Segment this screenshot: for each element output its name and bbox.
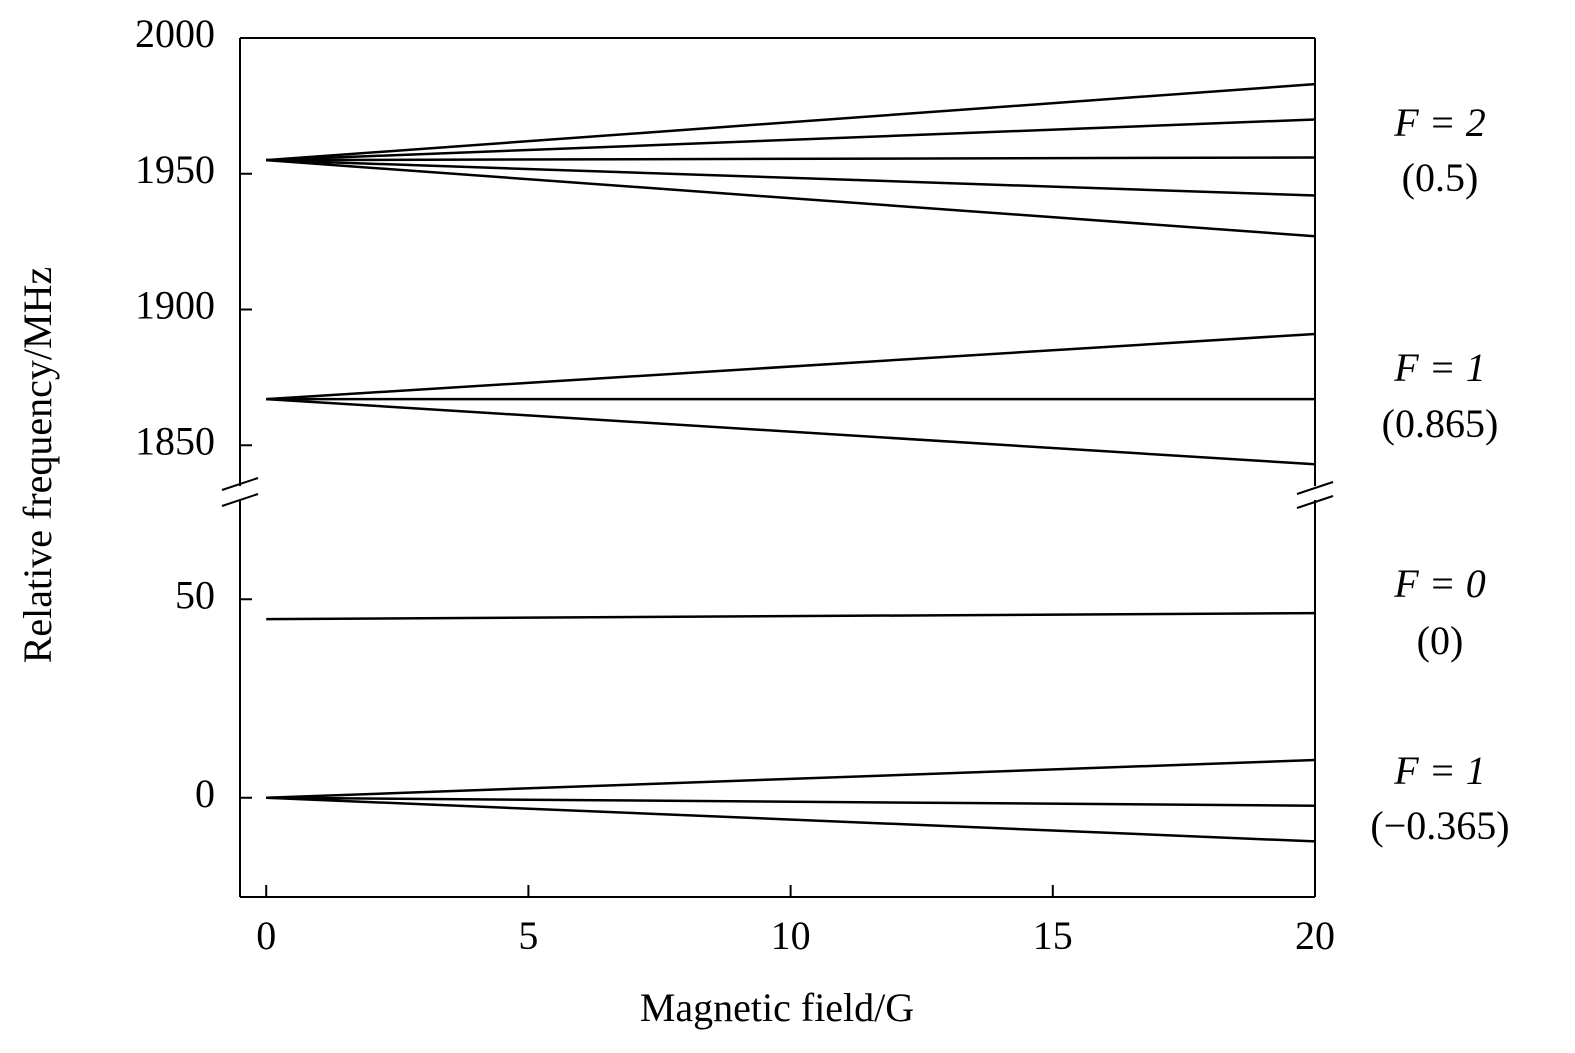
y-tick-label: 1850	[135, 418, 215, 463]
break-mark	[221, 477, 259, 491]
level-line	[266, 158, 1316, 238]
level-line	[266, 82, 1316, 162]
y-tick-label: 2000	[135, 11, 215, 56]
y-tick-label: 0	[195, 771, 215, 816]
level-annotation: (0)	[1417, 618, 1464, 663]
level-line	[266, 118, 1316, 162]
level-line	[266, 332, 1316, 401]
x-tick-label: 5	[518, 913, 538, 958]
level-line	[266, 758, 1316, 799]
break-mark	[1296, 495, 1334, 509]
y-tick-label: 1950	[135, 147, 215, 192]
break-mark	[1296, 481, 1334, 495]
break-mark	[221, 493, 259, 507]
level-line	[266, 611, 1316, 621]
frame	[221, 37, 1334, 898]
level-line	[266, 156, 1316, 162]
level-annotation: (0.865)	[1382, 401, 1499, 446]
level-annotation: F = 1	[1393, 345, 1485, 390]
level-line	[266, 397, 1316, 466]
level-annotation: F = 0	[1393, 561, 1485, 606]
x-tick-label: 20	[1295, 913, 1335, 958]
level-line	[266, 796, 1316, 843]
x-tick-label: 0	[256, 913, 276, 958]
level-line	[266, 158, 1316, 197]
x-tick-label: 10	[771, 913, 811, 958]
x-tick-label: 15	[1033, 913, 1073, 958]
level-annotation: (−0.365)	[1370, 803, 1509, 848]
level-annotation: F = 2	[1393, 100, 1485, 145]
level-annotation: F = 1	[1393, 748, 1485, 793]
y-tick-label: 1900	[135, 283, 215, 328]
level-line	[266, 796, 1316, 807]
y-axis-label: Relative frequency/MHz	[15, 267, 60, 664]
level-annotation: (0.5)	[1402, 155, 1479, 200]
x-axis-label: Magnetic field/G	[640, 985, 914, 1030]
y-tick-label: 50	[175, 572, 215, 617]
